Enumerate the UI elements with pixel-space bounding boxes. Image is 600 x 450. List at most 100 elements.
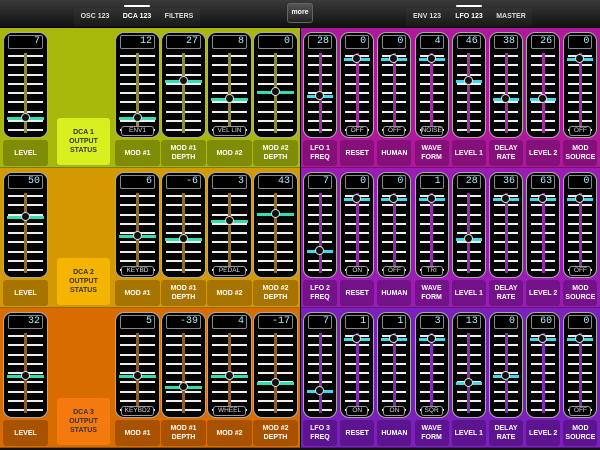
slider-label[interactable]: MOD #2 — [207, 280, 252, 306]
slider-label[interactable]: MOD SOURCE — [563, 420, 598, 446]
slider[interactable]: 46 — [451, 32, 486, 138]
slider-label[interactable]: MOD #1 DEPTH — [161, 140, 206, 166]
slider-label[interactable]: WAVE FORM — [414, 280, 449, 306]
slider[interactable]: 7 — [3, 32, 48, 138]
slider[interactable]: 1 ON — [340, 312, 375, 418]
slider[interactable]: 12 ENV1 — [115, 32, 160, 138]
slider-label[interactable]: LFO 3 FREQ — [303, 420, 337, 446]
source-label: KEYBD2 — [121, 406, 154, 416]
knob — [501, 193, 510, 203]
slider-label[interactable]: DELAY RATE — [489, 420, 523, 446]
knob — [538, 193, 548, 203]
slider-label[interactable]: HUMAN — [377, 420, 412, 446]
slider-track — [392, 53, 396, 133]
slider[interactable]: 4 WHEEL — [207, 312, 252, 418]
slider-label[interactable]: DELAY RATE — [489, 140, 523, 166]
slider[interactable]: 38 — [489, 32, 523, 138]
value-display: -6 — [166, 175, 201, 189]
slider-label[interactable]: MOD #2 — [207, 140, 252, 166]
slider[interactable]: 8 VEL LIN — [207, 32, 252, 138]
slider-label[interactable]: MOD #2 — [207, 420, 252, 446]
slider-label[interactable]: LEVEL 1 — [451, 140, 486, 166]
slider-label[interactable]: MOD #2 DEPTH — [253, 420, 298, 446]
slider[interactable]: 0 ON — [340, 172, 375, 278]
slider-label[interactable]: LEVEL — [3, 140, 48, 166]
slider-label[interactable]: MOD #1 DEPTH — [161, 280, 206, 306]
slider[interactable]: 0 OFF — [563, 312, 598, 418]
tab[interactable]: LFO 123 — [448, 5, 490, 26]
knob — [132, 230, 142, 240]
slider-label[interactable]: LEVEL 1 — [451, 280, 486, 306]
slider[interactable]: 1 TRI — [414, 172, 449, 278]
value-display: 13 — [456, 315, 481, 329]
output-status-button[interactable]: DCA 2 OUTPUT STATUS — [57, 258, 110, 305]
slider[interactable]: 32 — [3, 312, 48, 418]
slider-label[interactable]: LEVEL 1 — [451, 420, 486, 446]
slider-label[interactable]: MOD #2 DEPTH — [253, 140, 298, 166]
output-status-button[interactable]: DCA 3 OUTPUT STATUS — [57, 398, 110, 445]
slider-label[interactable]: MOD #2 DEPTH — [253, 280, 298, 306]
slider[interactable]: 1 ON — [377, 312, 412, 418]
slider[interactable]: 36 — [489, 172, 523, 278]
slider-label[interactable]: HUMAN — [377, 280, 412, 306]
slider-track — [24, 193, 27, 273]
slider-label[interactable]: WAVE FORM — [414, 140, 449, 166]
slider[interactable]: 28 — [303, 32, 337, 138]
slider[interactable]: 0 OFF — [340, 32, 375, 138]
slider[interactable]: -6 — [161, 172, 206, 278]
output-status-button[interactable]: DCA 1 OUTPUT STATUS — [57, 118, 110, 165]
slider[interactable]: 26 — [526, 32, 561, 138]
slider-label[interactable]: MOD #1 DEPTH — [161, 420, 206, 446]
slider[interactable]: 63 — [526, 172, 561, 278]
slider[interactable]: 60 — [526, 312, 561, 418]
tab[interactable]: DCA 123 — [116, 5, 158, 26]
more-button[interactable]: more — [287, 3, 313, 23]
slider-label[interactable]: LEVEL 2 — [526, 420, 561, 446]
slider-track — [274, 333, 277, 413]
knob — [352, 53, 362, 63]
slider-label[interactable]: RESET — [340, 420, 375, 446]
slider[interactable]: 5 KEYBD2 — [115, 312, 160, 418]
tab[interactable]: ENV 123 — [406, 8, 448, 26]
slider[interactable]: 4 NOISE — [414, 32, 449, 138]
slider-label[interactable]: LEVEL — [3, 280, 48, 306]
knob — [389, 53, 399, 63]
slider[interactable]: 0 — [253, 32, 298, 138]
slider[interactable]: 27 — [161, 32, 206, 138]
slider[interactable]: 0 OFF — [563, 32, 598, 138]
slider[interactable]: 3 PEDAL — [207, 172, 252, 278]
slider[interactable]: 0 OFF — [563, 172, 598, 278]
slider[interactable]: 0 — [489, 312, 523, 418]
slider-label[interactable]: MOD SOURCE — [563, 140, 598, 166]
slider-label[interactable]: DELAY RATE — [489, 280, 523, 306]
slider[interactable]: -17 — [253, 312, 298, 418]
slider[interactable]: 3 SQR — [414, 312, 449, 418]
slider[interactable]: -39 — [161, 312, 206, 418]
slider-label[interactable]: MOD #1 — [115, 140, 160, 166]
slider-label[interactable]: LEVEL — [3, 420, 48, 446]
slider[interactable]: 0 OFF — [377, 172, 412, 278]
slider[interactable]: 50 — [3, 172, 48, 278]
tab[interactable]: OSC 123 — [74, 8, 116, 26]
slider[interactable]: 43 — [253, 172, 298, 278]
slider-track — [467, 193, 471, 273]
slider[interactable]: 13 — [451, 312, 486, 418]
slider-label[interactable]: LEVEL 2 — [526, 140, 561, 166]
slider-label[interactable]: LEVEL 2 — [526, 280, 561, 306]
slider[interactable]: 28 — [451, 172, 486, 278]
slider-label[interactable]: MOD SOURCE — [563, 280, 598, 306]
slider-label[interactable]: MOD #1 — [115, 420, 160, 446]
slider-label[interactable]: WAVE FORM — [414, 420, 449, 446]
slider[interactable]: 7 — [303, 312, 337, 418]
slider[interactable]: 7 — [303, 172, 337, 278]
slider[interactable]: 0 OFF — [377, 32, 412, 138]
slider-label[interactable]: RESET — [340, 140, 375, 166]
slider-label[interactable]: LFO 1 FREQ — [303, 140, 337, 166]
slider-label[interactable]: RESET — [340, 280, 375, 306]
slider-label[interactable]: HUMAN — [377, 140, 412, 166]
slider[interactable]: 6 KEYBD — [115, 172, 160, 278]
slider-label[interactable]: MOD #1 — [115, 280, 160, 306]
tab[interactable]: MASTER — [490, 8, 532, 26]
slider-label[interactable]: LFO 2 FREQ — [303, 280, 337, 306]
tab[interactable]: FILTERS — [158, 8, 200, 26]
